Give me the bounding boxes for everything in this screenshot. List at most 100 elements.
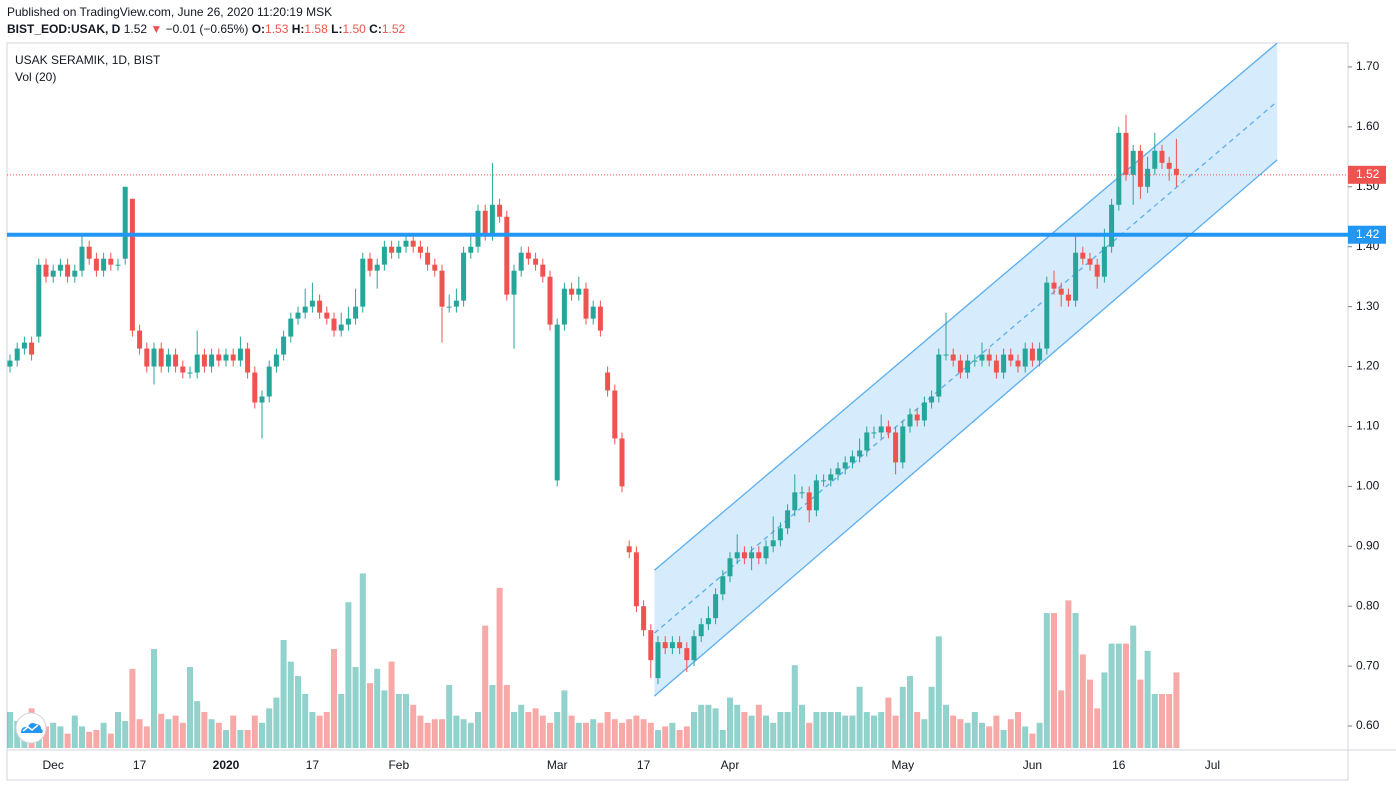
- candle-body: [1166, 162, 1172, 169]
- h: 1.58: [304, 22, 328, 36]
- candle-body: [734, 552, 740, 559]
- volume-bar: [338, 694, 345, 748]
- candle-body: [1080, 252, 1086, 259]
- x-tick-label: 16: [1112, 758, 1126, 772]
- level-label-bg: [1348, 225, 1386, 244]
- volume-bar: [748, 715, 755, 748]
- candle-body: [1145, 168, 1151, 187]
- volume-bar: [1029, 733, 1036, 748]
- volume-bar: [583, 722, 589, 748]
- volume-bar: [691, 712, 697, 748]
- candle-body: [389, 246, 395, 253]
- l-label: L:: [331, 22, 343, 36]
- volume-bar: [1087, 679, 1093, 748]
- candle-body: [345, 318, 351, 325]
- volume-bar: [532, 708, 539, 748]
- volume-bar: [633, 715, 640, 748]
- volume-bar: [187, 667, 193, 748]
- volume-bar: [784, 712, 791, 748]
- volume-bar: [86, 731, 93, 748]
- volume-bar: [1015, 712, 1021, 748]
- candle-body: [497, 204, 503, 217]
- candle-body: [770, 540, 776, 547]
- volume-bar: [302, 694, 309, 748]
- volume-bar: [964, 722, 971, 748]
- volume-bar: [273, 697, 280, 748]
- candle-body: [907, 414, 913, 427]
- volume-bar: [1151, 694, 1158, 748]
- candle-body: [540, 264, 546, 277]
- volume-bar: [1043, 613, 1050, 748]
- volume-bar: [611, 719, 618, 748]
- volume-bar: [489, 685, 496, 748]
- volume-bar: [827, 712, 834, 748]
- candle-body: [684, 648, 690, 661]
- candle-body: [403, 240, 409, 247]
- candle-body: [705, 618, 711, 625]
- candle-body: [597, 306, 603, 331]
- candle-body: [936, 354, 942, 397]
- volume-bar: [208, 719, 215, 748]
- candle-body: [1087, 258, 1093, 265]
- candle-body: [929, 396, 935, 403]
- candle-body: [324, 312, 330, 319]
- volume-bar: [597, 722, 604, 748]
- c: 1.52: [381, 22, 406, 36]
- candle-body: [151, 348, 157, 367]
- last-price-bg: [1348, 165, 1386, 184]
- candle-body: [857, 450, 863, 457]
- candle-body: [749, 552, 755, 559]
- candle-body: [1137, 150, 1143, 187]
- candle-body: [353, 306, 359, 319]
- candle-body: [302, 306, 308, 313]
- x-tick-label: 17: [133, 758, 147, 772]
- volume-bar: [115, 712, 121, 748]
- candle-body: [410, 240, 416, 247]
- volume-bar: [43, 726, 49, 748]
- candle-body: [158, 348, 164, 367]
- volume-bar: [136, 719, 143, 748]
- candle-body: [835, 468, 841, 475]
- volume-bar: [316, 715, 323, 748]
- volume-bar: [244, 730, 251, 748]
- volume-bar: [856, 686, 863, 748]
- volume-bar: [568, 715, 575, 748]
- candle-body: [871, 432, 877, 434]
- candle-body: [173, 354, 179, 367]
- volume-bar: [511, 712, 517, 748]
- volume-bar: [410, 704, 417, 748]
- candle-body: [1029, 348, 1035, 361]
- o: 1.53: [265, 22, 289, 36]
- candle-body: [900, 426, 906, 463]
- candle-body: [821, 480, 827, 482]
- candle-body: [7, 360, 13, 367]
- volume-bar: [388, 661, 395, 748]
- candle-body: [713, 594, 719, 619]
- published: Published on TradingView.com, June 26, 2…: [7, 5, 333, 19]
- candle-body: [273, 354, 279, 367]
- candle-body: [921, 402, 927, 421]
- candle-body: [799, 492, 805, 494]
- candle-body: [849, 456, 855, 463]
- candle-body: [1008, 354, 1014, 361]
- volume-bar: [763, 715, 769, 748]
- x-tick-label: Apr: [721, 758, 740, 772]
- candle-body: [957, 360, 963, 373]
- channel-upper: [653, 43, 1278, 571]
- candle-body: [677, 642, 683, 649]
- candle-body: [885, 426, 891, 433]
- candle-body: [201, 354, 207, 367]
- volume-bar: [712, 708, 719, 748]
- candle-body: [194, 354, 200, 373]
- candle-body: [43, 264, 49, 277]
- candle-body: [878, 426, 884, 433]
- volume-bar: [741, 712, 748, 748]
- candle-body: [72, 270, 78, 277]
- candle-body: [864, 432, 870, 451]
- legend-volume: Vol (20): [15, 70, 56, 84]
- candle-body: [669, 642, 675, 649]
- volume-bar: [453, 715, 460, 748]
- volume-bar: [993, 715, 1000, 748]
- h-label: H:: [291, 22, 305, 36]
- volume-bar: [374, 668, 381, 748]
